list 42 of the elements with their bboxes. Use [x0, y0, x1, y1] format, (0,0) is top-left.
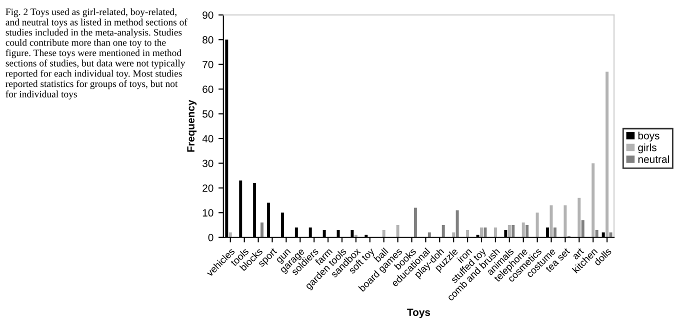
bar [606, 72, 609, 238]
y-tick-label: 40 [202, 135, 214, 142]
bar [396, 225, 400, 238]
bar [508, 225, 511, 238]
bar [484, 227, 487, 238]
bar [480, 227, 483, 238]
bar [553, 227, 556, 238]
bar [592, 163, 595, 238]
bar [228, 232, 232, 238]
bar [452, 232, 456, 238]
y-tick-label: 80 [202, 36, 214, 44]
y-tick-label: 30 [202, 160, 214, 168]
x-axis-title: Toys [407, 308, 430, 318]
legend-label: boys [638, 132, 660, 142]
bar [564, 205, 567, 238]
y-tick-label: 10 [202, 209, 214, 217]
bar [260, 222, 264, 238]
bar [466, 230, 470, 238]
bar [414, 208, 417, 238]
bar [581, 220, 584, 238]
bar [512, 225, 515, 238]
y-tick-label: 90 [202, 11, 214, 19]
bar [609, 232, 612, 238]
bar [382, 230, 386, 238]
bar [494, 227, 497, 238]
y-tick-label: 60 [202, 86, 214, 93]
y-tick-label: 70 [202, 60, 214, 68]
y-axis-title: Frequency [187, 100, 197, 152]
bar [536, 212, 539, 238]
legend-label: girls [638, 144, 656, 154]
bar [442, 225, 445, 238]
bar [456, 210, 459, 238]
y-tick-label: 20 [202, 184, 214, 192]
bar [428, 232, 431, 238]
bar [578, 198, 581, 238]
bar [595, 230, 598, 238]
y-tick-label: 50 [202, 110, 214, 118]
bar [526, 225, 529, 238]
y-tick-label: 0 [208, 234, 214, 242]
bar [522, 222, 525, 238]
legend-label: neutral [638, 155, 669, 163]
text: Fig. 2 Toys used as girl-related, boy-related, and neutral toys as listed in method sections of studies included in the meta-analysis. Studies could contribute more than one toy to the figure. These toys were mentioned in method sections of studies, but data were not typically reported for each individual toy. Most studies reported statistics for groups of toys, but not for individual toys [6, 8, 188, 100]
